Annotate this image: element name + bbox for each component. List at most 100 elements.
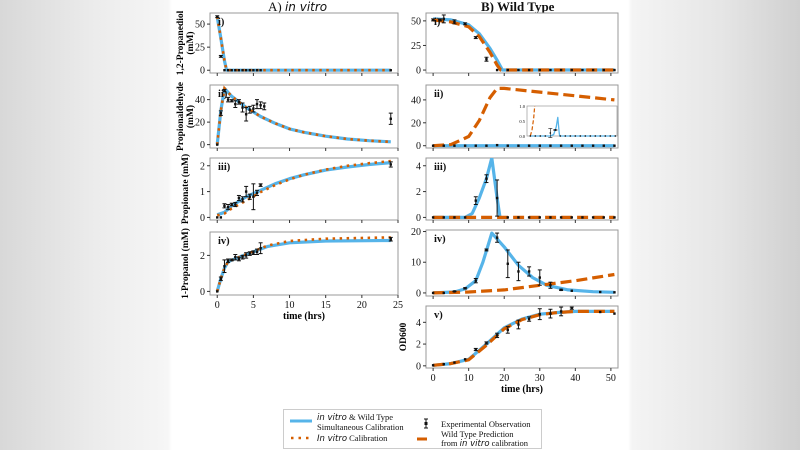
inset-observation-point — [609, 135, 612, 137]
observation-point — [495, 68, 499, 72]
observation-point — [474, 36, 477, 39]
inset-observation-point — [529, 135, 532, 137]
observation-point — [439, 18, 442, 22]
panel-label: iv) — [218, 236, 230, 247]
y-tick-label: 0 — [200, 140, 205, 151]
observation-point — [559, 216, 563, 219]
legend-blue-italic: in vitro — [317, 413, 347, 423]
observation-point — [248, 69, 251, 72]
panel-label: ii) — [434, 89, 444, 100]
plot-area — [431, 231, 616, 295]
y-tick-label: 2 — [200, 161, 205, 172]
observation-point — [613, 312, 616, 315]
observation-point — [613, 144, 616, 147]
observation-point — [442, 144, 445, 147]
legend: in vitro & Wild Type Simultaneous Calibr… — [283, 409, 542, 449]
y-axis-label: Propionate (mM) — [180, 154, 191, 224]
x-tick-label: 30 — [535, 373, 545, 384]
y-axis-label: Propionaldehyde — [176, 82, 186, 151]
inset-frame — [526, 105, 618, 137]
x-tick-label: 25 — [393, 300, 403, 311]
panel-label: iii) — [218, 162, 231, 173]
plot-area — [431, 86, 616, 148]
inset-chart: 0.0 0.5 1.0 — [519, 104, 618, 139]
observation-point — [538, 144, 541, 147]
observation-point — [570, 68, 573, 72]
x-tick-label: 15 — [321, 300, 331, 311]
observation-point — [495, 334, 499, 337]
observation-point — [463, 287, 467, 290]
observation-point — [453, 290, 456, 293]
x-tick-label: 10 — [285, 300, 295, 311]
observation-point — [241, 256, 244, 259]
observation-point — [517, 144, 520, 147]
y-axis-label: 1,2-Propanediol — [176, 10, 186, 75]
observation-point — [463, 144, 467, 147]
observation-point — [244, 190, 248, 193]
y-tick-label: 4 — [416, 161, 421, 172]
observation-point — [453, 361, 456, 364]
inset-orange-series-line — [529, 105, 536, 137]
panel-b-iv: 0 10 20 iv) — [411, 227, 619, 299]
observation-point — [538, 312, 541, 316]
orange-series-line — [433, 86, 615, 148]
observation-point — [527, 317, 531, 321]
observation-point — [517, 323, 520, 326]
observation-point — [223, 204, 226, 207]
observation-point — [506, 328, 509, 332]
observation-point — [570, 306, 573, 310]
observation-point — [442, 362, 445, 366]
legend-blue-label: in vitro & Wild Type Simultaneous Calibr… — [317, 413, 404, 432]
observation-point — [248, 108, 251, 111]
observation-point — [255, 102, 259, 106]
plot-area — [431, 158, 616, 219]
observation-point — [485, 144, 488, 147]
observation-point — [216, 290, 219, 293]
observation-point — [234, 69, 237, 72]
observation-point — [517, 216, 520, 219]
observation-point — [474, 199, 477, 202]
y-tick-label: 2 — [200, 251, 205, 262]
y-tick-label: 0 — [416, 213, 421, 224]
observation-point — [431, 216, 435, 219]
inset-observation-point — [599, 135, 602, 137]
inset-observation-point — [549, 132, 552, 134]
plot-frame — [209, 157, 399, 221]
legend-orange-dash-line1: Wild Type Prediction — [441, 429, 514, 439]
observation-point — [549, 68, 552, 72]
observation-point — [226, 98, 230, 101]
legend-orange-dash-prefix: from — [441, 438, 460, 448]
observation-point — [442, 17, 445, 21]
observation-point — [252, 251, 255, 254]
observation-point — [453, 20, 456, 24]
observation-point — [559, 68, 563, 72]
panel-label: iv) — [434, 234, 446, 245]
orange-series-line — [215, 85, 391, 145]
observation-point — [453, 144, 456, 147]
panel-b-ii: 0 20 40 ii) 0.0 0.5 1.0 — [411, 84, 619, 152]
observation-point — [442, 216, 445, 219]
y-tick-label: 1 — [200, 187, 205, 198]
legend-errorbar-icon — [424, 418, 428, 429]
x-tick-label: 10 — [464, 373, 474, 384]
y-tick-label: 0 — [200, 213, 205, 224]
plot-area — [431, 306, 616, 367]
inset-y-tick-label: 0.5 — [519, 119, 525, 124]
observation-point — [252, 195, 255, 198]
observation-point — [389, 117, 392, 120]
plot-area — [215, 236, 393, 293]
observation-point — [527, 270, 531, 273]
observation-point — [517, 270, 520, 273]
observation-point — [219, 277, 223, 280]
observation-point — [237, 100, 241, 104]
observation-point — [581, 144, 584, 147]
orange-series-line — [215, 16, 391, 72]
panel-label: v) — [434, 310, 443, 321]
x-tick-label: 50 — [606, 373, 616, 384]
y-tick-label: 2 — [416, 187, 421, 198]
observation-point — [216, 15, 219, 18]
inset-observation-point — [544, 135, 547, 137]
observation-point — [591, 68, 595, 72]
y-tick-label: 0 — [416, 66, 421, 77]
